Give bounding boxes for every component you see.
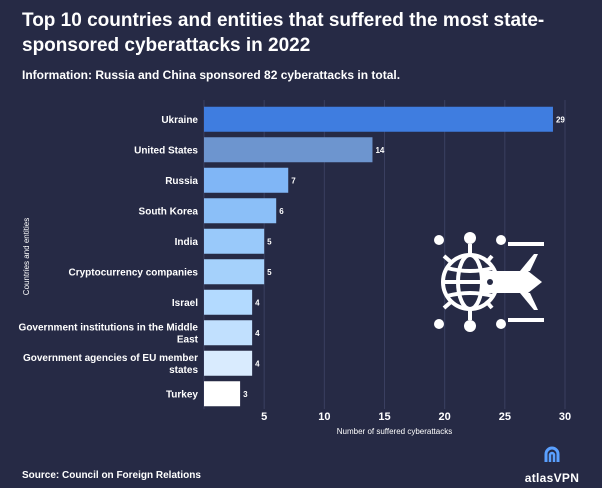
- bar: [204, 228, 265, 254]
- category-label: states: [169, 365, 198, 376]
- data-label: 4: [255, 329, 260, 338]
- bars: [204, 106, 553, 407]
- category-label: Government institutions in the Middle: [19, 322, 199, 333]
- atlasvpn-brand-name: atlasVPN: [524, 471, 580, 485]
- x-tick-label: 20: [439, 411, 451, 423]
- category-label: South Korea: [139, 206, 199, 217]
- labels: 5 10 15 20 25 30 29 Ukraine 14 United States 7 Russ…: [19, 115, 572, 436]
- x-tick-label: 10: [318, 411, 330, 423]
- data-label: 4: [255, 359, 260, 368]
- data-label: 7: [291, 176, 296, 185]
- atlasvpn-logo-icon: [544, 446, 560, 462]
- bar: [204, 198, 277, 224]
- data-label: 5: [267, 268, 272, 277]
- x-tick-label: 30: [559, 411, 571, 423]
- x-tick-label: 5: [261, 411, 267, 423]
- bar: [204, 167, 289, 193]
- bar: [204, 350, 253, 376]
- data-label: 29: [556, 115, 565, 124]
- bar: [204, 320, 253, 346]
- category-label: India: [175, 237, 199, 248]
- y-axis-title: Countries and entities: [22, 218, 31, 295]
- data-label: 5: [267, 237, 272, 246]
- bar: [204, 381, 241, 407]
- category-label: United States: [134, 145, 198, 156]
- x-tick-label: 25: [499, 411, 511, 423]
- category-label: Russia: [165, 176, 198, 187]
- data-label: 14: [375, 146, 384, 155]
- x-axis-title: Number of suffered cyberattacks: [337, 427, 452, 436]
- bar: [204, 137, 373, 163]
- category-label: Ukraine: [161, 115, 198, 126]
- bar: [204, 259, 265, 285]
- source-note: Source: Council on Foreign Relations: [22, 470, 201, 481]
- globe-missile-icon: [434, 232, 544, 332]
- category-label: Government agencies of EU member: [23, 353, 198, 364]
- chart-title: Top 10 countries and entities that suffe…: [22, 10, 545, 56]
- chart-subtitle: Information: Russia and China sponsored …: [22, 68, 401, 82]
- category-label: Cryptocurrency companies: [69, 267, 199, 278]
- bar: [204, 289, 253, 315]
- category-label: Turkey: [166, 389, 198, 400]
- atlasvpn-logo: atlasVPN: [522, 444, 582, 485]
- x-tick-label: 15: [378, 411, 390, 423]
- bar: [204, 106, 553, 132]
- category-label: Israel: [172, 298, 198, 309]
- data-label: 6: [279, 207, 284, 216]
- data-label: 3: [243, 390, 248, 399]
- data-label: 4: [255, 298, 260, 307]
- category-label: East: [177, 334, 199, 345]
